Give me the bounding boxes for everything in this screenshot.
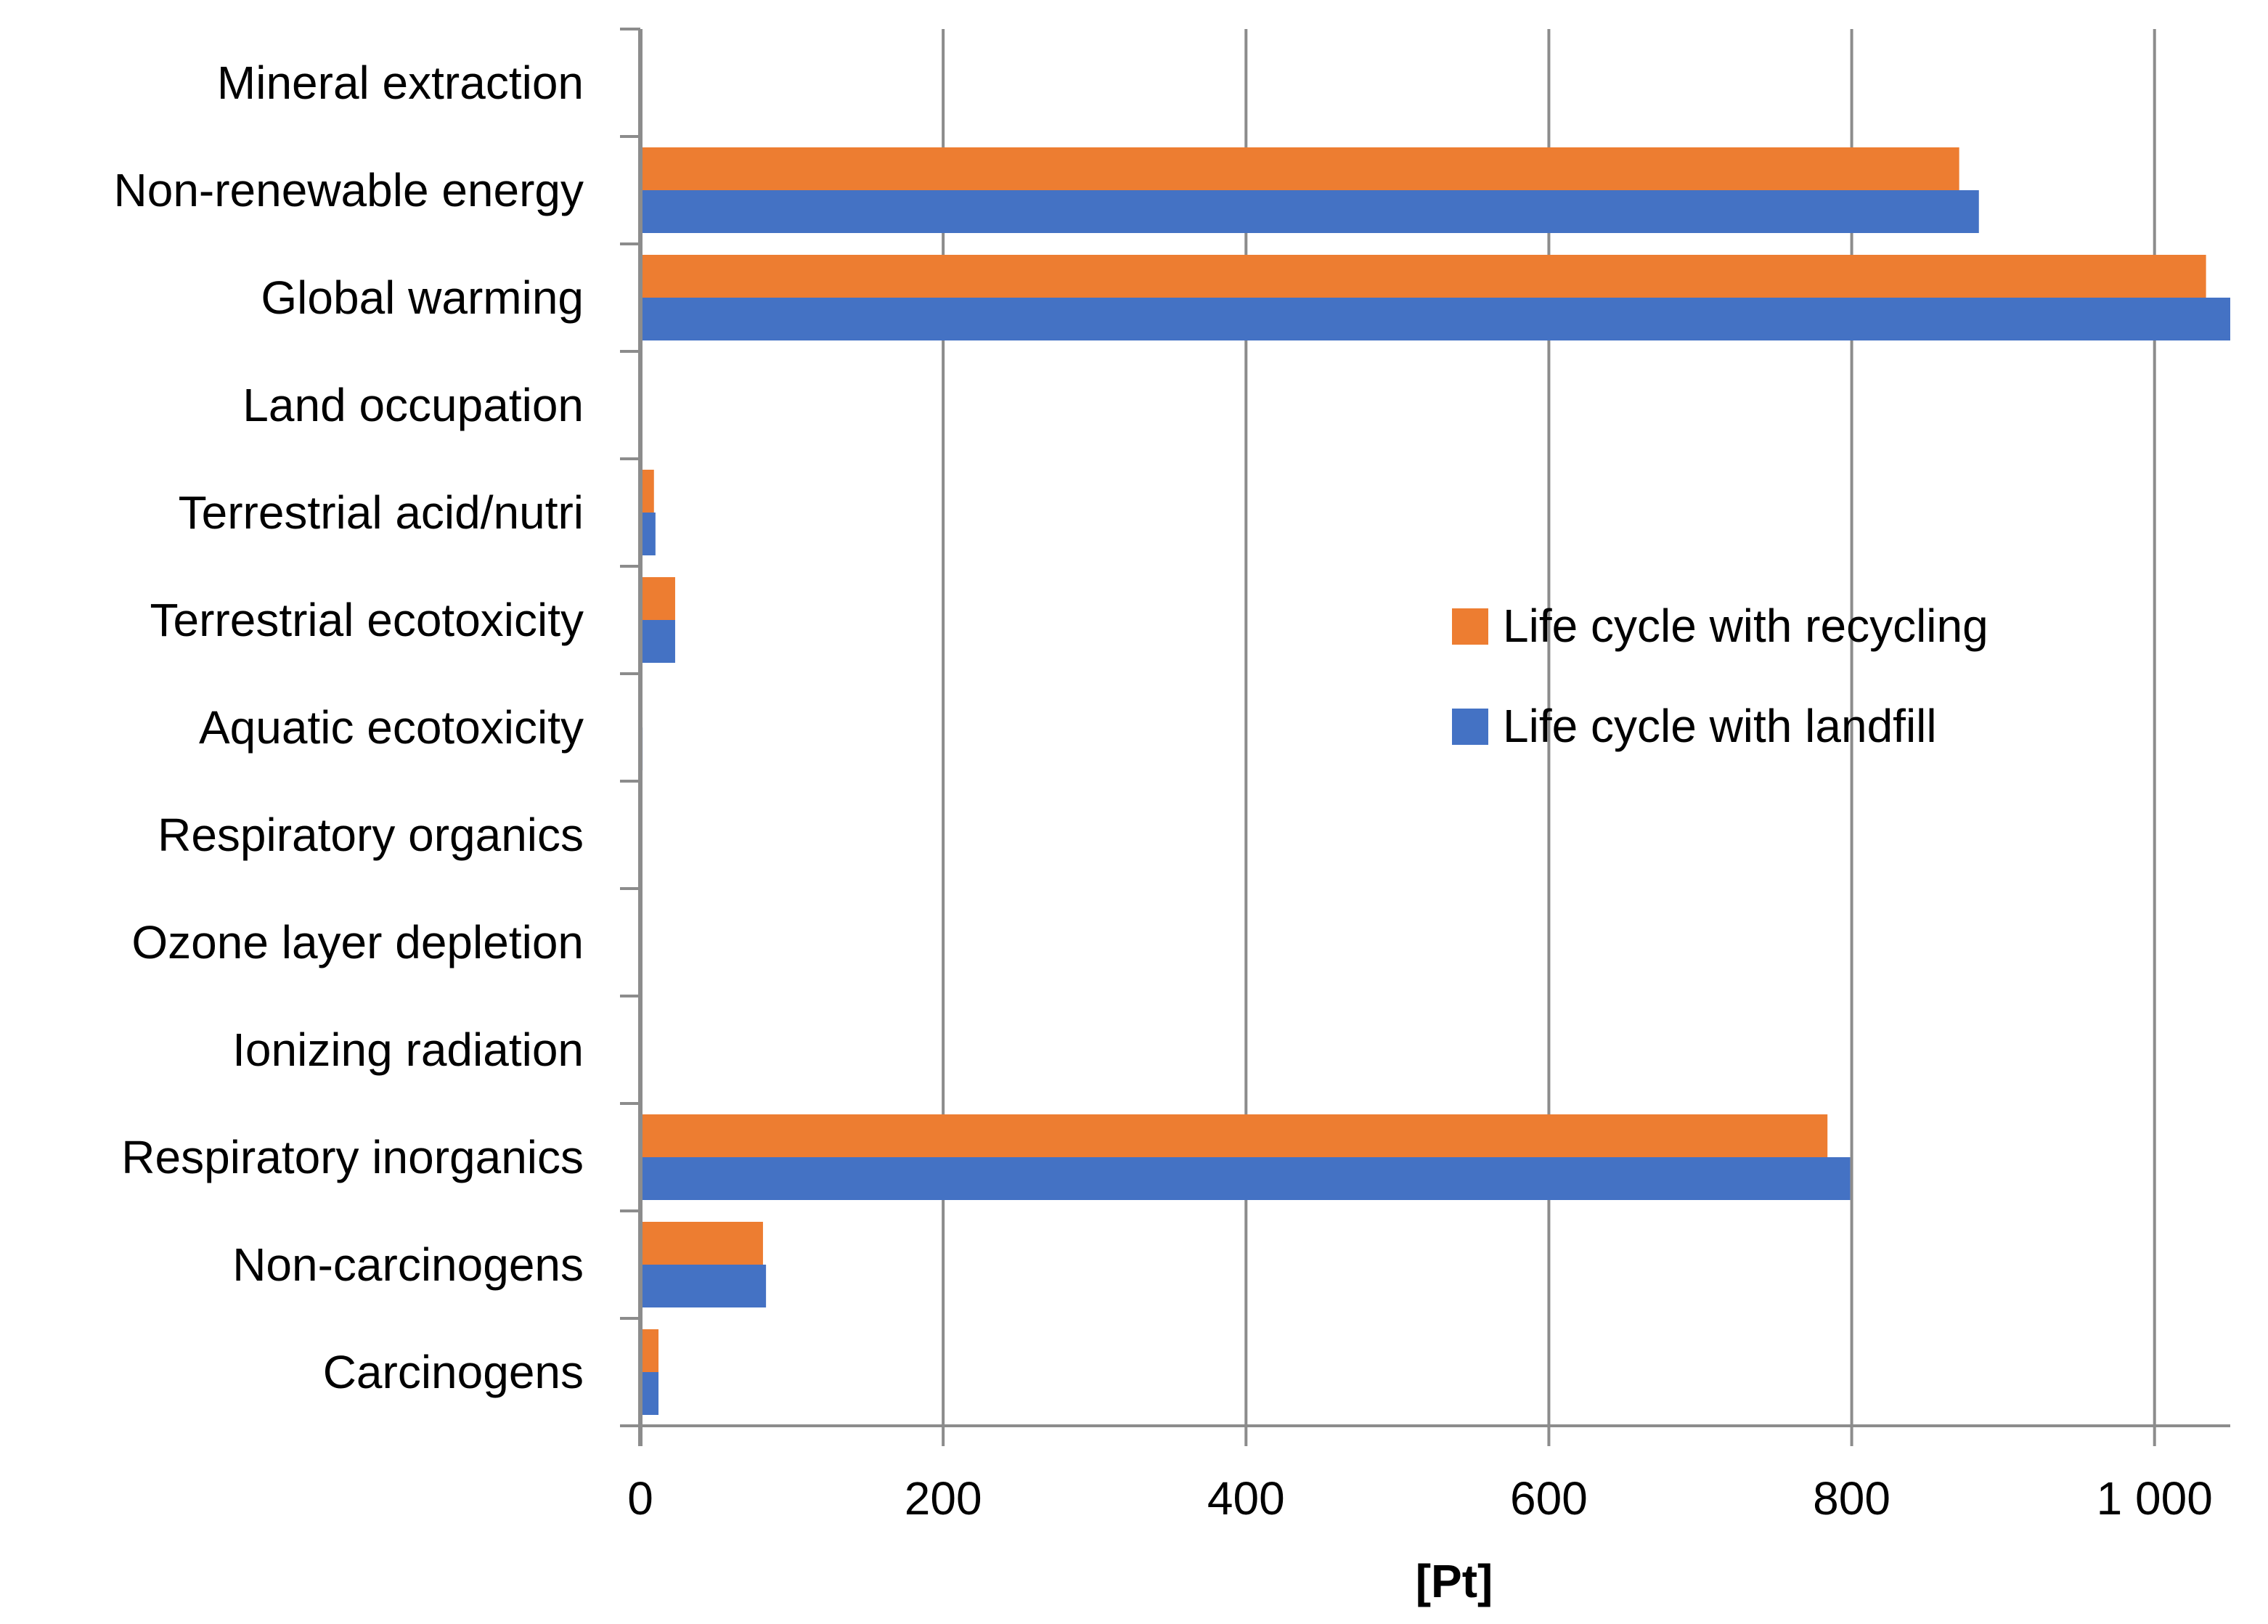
- category-label: Global warming: [261, 272, 584, 324]
- x-tick-label: 600: [1510, 1472, 1588, 1525]
- bar-recycling: [640, 147, 1959, 190]
- category-label: Terrestrial ecotoxicity: [150, 594, 584, 646]
- x-tick-label: 800: [1813, 1472, 1890, 1525]
- category-label: Land occupation: [242, 379, 584, 431]
- category-label: Ozone layer depletion: [131, 916, 584, 968]
- bar-recycling: [640, 470, 654, 513]
- bars: [640, 40, 2230, 1415]
- category-label: Aquatic ecotoxicity: [199, 701, 584, 754]
- bar-landfill: [640, 620, 675, 663]
- bar-landfill: [640, 1372, 659, 1415]
- category-labels: Mineral extraction Non-renewable energy Gl…: [114, 57, 584, 1398]
- category-label: Terrestrial acid/nutri: [179, 486, 584, 539]
- bar-landfill: [640, 298, 2230, 340]
- legend-swatch-recycling: [1452, 608, 1488, 645]
- category-label: Respiratory inorganics: [121, 1131, 584, 1183]
- x-tick-labels: 0 200 400 600 800 1 000: [627, 1472, 2213, 1525]
- x-tick-label: 1 000: [2097, 1472, 2213, 1525]
- category-label: Non-carcinogens: [232, 1239, 584, 1291]
- bar-landfill: [640, 190, 1979, 233]
- bar-landfill: [640, 1157, 1851, 1200]
- legend-label-landfill: Life cycle with landfill: [1503, 700, 1937, 752]
- category-label: Respiratory organics: [158, 809, 584, 861]
- x-tick-label: 200: [905, 1472, 982, 1525]
- x-tick-label: 400: [1207, 1472, 1285, 1525]
- category-label: Mineral extraction: [217, 57, 584, 109]
- bar-landfill: [640, 513, 656, 555]
- bar-recycling: [640, 255, 2206, 298]
- category-label: Ionizing radiation: [232, 1024, 584, 1076]
- category-label: Carcinogens: [323, 1346, 584, 1398]
- x-axis-title: [Pt]: [1416, 1555, 1493, 1607]
- bar-landfill: [640, 1265, 767, 1307]
- legend-label-recycling: Life cycle with recycling: [1503, 600, 1988, 652]
- bar-recycling: [640, 1329, 659, 1372]
- bar-recycling: [640, 1222, 763, 1265]
- category-label: Non-renewable energy: [114, 164, 584, 216]
- legend: Life cycle with recycling Life cycle wit…: [1452, 600, 1988, 752]
- bar-recycling: [640, 577, 675, 620]
- axes: [620, 28, 2230, 1446]
- x-tick-label: 0: [627, 1472, 653, 1525]
- bar-recycling: [640, 1114, 1828, 1157]
- legend-swatch-landfill: [1452, 709, 1488, 745]
